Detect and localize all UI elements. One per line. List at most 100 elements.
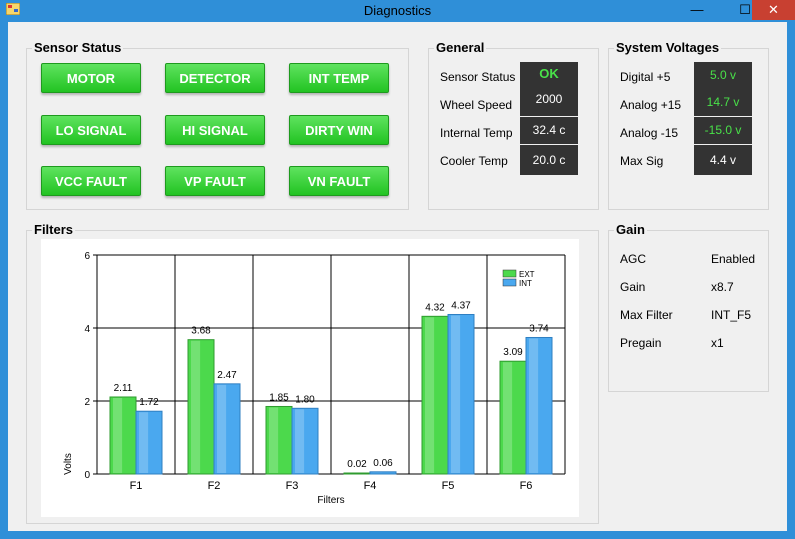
data-label-ext-f6: 3.09	[503, 347, 523, 358]
vcc-fault-button[interactable]: VCC FAULT	[41, 166, 141, 196]
motor-button[interactable]: MOTOR	[41, 63, 141, 93]
gain-label-max-filter: Max Filter	[620, 308, 673, 322]
bar-ext-f3	[265, 405, 293, 475]
bar-highlight	[503, 362, 513, 473]
x-tick-label: F5	[442, 480, 455, 492]
gain-value: x8.7	[711, 280, 734, 294]
max-filter-value: INT_F5	[711, 308, 752, 322]
data-label-int-f6: 3.74	[529, 323, 549, 334]
data-label-int-f5: 4.37	[451, 300, 471, 311]
legend-label-int: INT	[519, 279, 532, 288]
analog-neg-15-value: -15.0 v	[694, 117, 752, 144]
data-label-ext-f3: 1.85	[269, 392, 289, 403]
cooler-temp-value: 20.0 c	[520, 145, 578, 175]
hi-signal-button[interactable]: HI SIGNAL	[165, 115, 265, 145]
voltage-label-max-sig: Max Sig	[620, 154, 664, 168]
digital-5-value: 5.0 v	[694, 62, 752, 89]
legend-swatch-ext	[502, 269, 517, 278]
sensor-status-title: Sensor Status	[32, 40, 124, 55]
agc-value: Enabled	[711, 252, 756, 266]
window-client-area: Sensor Status MOTOR DETECTOR INT TEMP LO…	[8, 22, 787, 531]
x-tick-label: F3	[286, 480, 299, 492]
legend-swatch-int	[502, 278, 517, 287]
close-button[interactable]: ✕	[752, 0, 795, 20]
x-tick-label: F4	[364, 480, 377, 492]
voltage-label-analog-neg-15: Analog -15	[620, 126, 679, 140]
data-label-ext-f4: 0.02	[347, 459, 367, 470]
bar-highlight	[139, 412, 149, 473]
window-title: Diagnostics	[363, 3, 432, 18]
filters-chart: 0 2 4 6 2.11 1.72 F1 3.68 2.47 F2 1.85 1.80 F3 0.02 0.…	[41, 239, 579, 517]
filters-title: Filters	[32, 222, 76, 237]
wheel-speed-value: 2000	[520, 89, 578, 116]
voltage-label-digital-5: Digital +5	[620, 70, 671, 84]
dirty-win-button[interactable]: DIRTY WIN	[289, 115, 389, 145]
bar-int-f2	[213, 383, 241, 475]
general-label-cooler-temp: Cooler Temp	[440, 154, 508, 168]
x-tick-label: F6	[520, 480, 533, 492]
legend-label-ext: EXT	[519, 270, 535, 279]
chart-background	[41, 239, 579, 517]
voltage-label-analog-15: Analog +15	[620, 98, 682, 112]
bar-int-f3	[291, 407, 319, 475]
data-label-ext-f5: 4.32	[425, 302, 445, 313]
data-label-int-f4: 0.06	[373, 458, 393, 469]
data-label-ext-f1: 2.11	[114, 383, 133, 394]
bar-int-f4	[369, 471, 397, 475]
gain-group: Gain AGC Gain Max Filter Pregain Enabled…	[608, 222, 769, 392]
sensor-status-value: OK	[520, 62, 578, 89]
y-tick-label: 4	[84, 324, 90, 335]
data-label-int-f2: 2.47	[217, 370, 237, 381]
data-label-ext-f2: 3.68	[191, 326, 211, 337]
bar-highlight	[425, 317, 435, 473]
bar-highlight	[451, 315, 461, 473]
general-group: General Sensor Status Wheel Speed Intern…	[428, 40, 599, 210]
gain-label-agc: AGC	[620, 252, 647, 266]
x-axis-label: Filters	[317, 495, 344, 506]
bar-ext-f4	[343, 472, 371, 475]
bar-highlight	[113, 397, 123, 473]
x-tick-label: F2	[208, 480, 221, 492]
gain-label-pregain: Pregain	[620, 336, 662, 350]
title-bar: Diagnostics — ☐ ✕	[0, 0, 795, 20]
data-label-int-f3: 1.80	[295, 394, 315, 405]
app-icon	[6, 3, 20, 15]
bar-highlight	[191, 340, 201, 473]
max-sig-value: 4.4 v	[694, 145, 752, 175]
internal-temp-value: 32.4 c	[520, 117, 578, 144]
bar-int-f5	[447, 313, 475, 475]
bar-ext-f6	[499, 360, 527, 475]
general-label-wheel-speed: Wheel Speed	[440, 98, 513, 112]
bar-ext-f5	[421, 315, 449, 475]
system-voltages-group: System Voltages Digital +5 Analog +15 An…	[608, 40, 769, 210]
sensor-status-group: Sensor Status MOTOR DETECTOR INT TEMP LO…	[26, 40, 409, 210]
bar-int-f6	[525, 336, 553, 475]
system-voltages-title: System Voltages	[614, 40, 722, 55]
minimize-button[interactable]: —	[690, 2, 704, 17]
bar-ext-f2	[187, 339, 215, 475]
detector-button[interactable]: DETECTOR	[165, 63, 265, 93]
vn-fault-button[interactable]: VN FAULT	[289, 166, 389, 196]
maximize-button[interactable]: ☐	[739, 2, 751, 17]
pregain-value: x1	[711, 336, 724, 350]
lo-signal-button[interactable]: LO SIGNAL	[41, 115, 141, 145]
y-tick-label: 0	[84, 470, 90, 481]
general-label-sensor-status: Sensor Status	[440, 70, 516, 84]
general-label-internal-temp: Internal Temp	[440, 126, 513, 140]
vp-fault-button[interactable]: VP FAULT	[165, 166, 265, 196]
y-tick-label: 6	[84, 251, 90, 262]
bar-highlight	[269, 407, 279, 473]
int-temp-button[interactable]: INT TEMP	[289, 63, 389, 93]
x-tick-label: F1	[130, 480, 143, 492]
general-title: General	[434, 40, 487, 55]
filters-group: Filters 0 2 4 6 2.11 1.72 F1 3.68 2.47 F2 1.85 1.80…	[26, 222, 599, 524]
data-label-int-f1: 1.72	[139, 397, 159, 408]
gain-title: Gain	[614, 222, 647, 237]
analog-15-value: 14.7 v	[694, 89, 752, 116]
y-axis-label: Volts	[63, 453, 74, 475]
y-tick-label: 2	[84, 397, 90, 408]
bar-highlight	[217, 384, 227, 473]
bar-highlight	[529, 338, 539, 473]
gain-label-gain: Gain	[620, 280, 646, 294]
bar-highlight	[295, 409, 305, 473]
